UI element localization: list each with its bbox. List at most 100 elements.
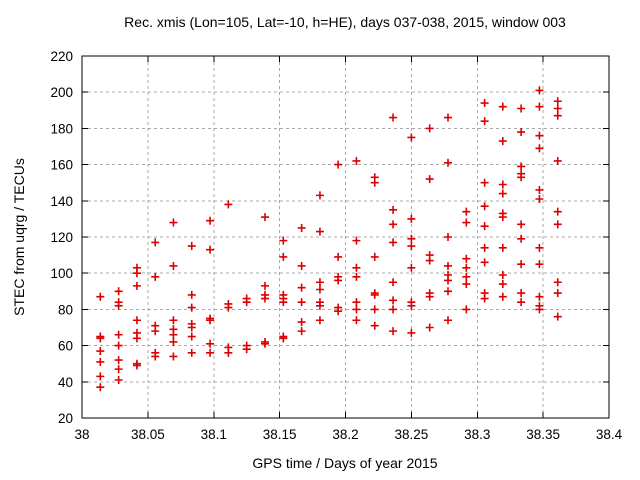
- data-point-marker: [462, 218, 471, 227]
- data-point-marker: [315, 301, 324, 310]
- y-tick-label: 40: [58, 375, 73, 390]
- data-point-marker: [462, 272, 471, 281]
- data-point-marker: [498, 271, 507, 280]
- data-point-marker: [334, 252, 343, 261]
- data-point-marker: [242, 298, 251, 307]
- data-point-marker: [480, 99, 489, 108]
- data-point-marker: [389, 296, 398, 305]
- data-point-marker: [242, 345, 251, 354]
- data-point-marker: [96, 292, 105, 301]
- data-point-marker: [517, 162, 526, 171]
- data-point-marker: [315, 278, 324, 287]
- data-point-marker: [370, 305, 379, 314]
- data-point-marker: [132, 281, 141, 290]
- data-point-marker: [480, 243, 489, 252]
- data-point-marker: [315, 191, 324, 200]
- data-point-marker: [480, 294, 489, 303]
- data-point-marker: [187, 290, 196, 299]
- data-point-marker: [498, 180, 507, 189]
- data-point-marker: [462, 305, 471, 314]
- data-point-marker: [553, 289, 562, 298]
- data-point-marker: [553, 278, 562, 287]
- plot-border: [81, 55, 610, 419]
- data-point-marker: [498, 292, 507, 301]
- data-point-marker: [389, 238, 398, 247]
- y-tick-label: 20: [58, 411, 73, 426]
- data-point-marker: [96, 347, 105, 356]
- data-point-marker: [498, 243, 507, 252]
- data-point-marker: [352, 298, 361, 307]
- data-point-marker: [389, 305, 398, 314]
- data-point-marker: [370, 290, 379, 299]
- data-point-marker: [553, 104, 562, 113]
- data-point-marker: [169, 261, 178, 270]
- y-axis-label: STEC from uqrg / TECUs: [11, 158, 27, 316]
- data-point-marker: [352, 156, 361, 165]
- data-point-marker: [517, 289, 526, 298]
- data-point-marker: [517, 260, 526, 269]
- data-point-marker: [206, 316, 215, 325]
- data-point-marker: [553, 207, 562, 216]
- data-point-marker: [187, 348, 196, 357]
- data-point-marker: [498, 137, 507, 146]
- data-point-marker: [389, 220, 398, 229]
- data-point-marker: [169, 330, 178, 339]
- data-point-marker: [535, 260, 544, 269]
- y-tick-label: 140: [50, 194, 73, 209]
- data-point-marker: [169, 316, 178, 325]
- data-point-marker: [535, 86, 544, 95]
- data-point-marker: [425, 124, 434, 133]
- data-point-marker: [151, 272, 160, 281]
- data-point-marker: [169, 352, 178, 361]
- data-point-marker: [407, 242, 416, 251]
- data-point-marker: [407, 214, 416, 223]
- data-point-marker: [389, 205, 398, 214]
- x-tick-label: 38.05: [131, 427, 165, 442]
- data-point-marker: [553, 111, 562, 120]
- data-point-marker: [407, 133, 416, 142]
- data-point-marker: [132, 316, 141, 325]
- data-point-marker: [444, 261, 453, 270]
- data-point-marker: [370, 252, 379, 261]
- data-point-marker: [480, 258, 489, 267]
- data-point-marker: [261, 294, 270, 303]
- data-point-marker: [352, 236, 361, 245]
- data-point-marker: [480, 178, 489, 187]
- data-point-marker: [334, 160, 343, 169]
- data-point-marker: [114, 356, 123, 365]
- data-point-marker: [114, 365, 123, 374]
- data-point-marker: [315, 285, 324, 294]
- data-point-marker: [279, 252, 288, 261]
- y-tick-label: 200: [50, 85, 73, 100]
- data-point-marker: [462, 263, 471, 272]
- data-point-marker: [462, 207, 471, 216]
- data-point-marker: [517, 298, 526, 307]
- data-point-marker: [425, 292, 434, 301]
- data-point-marker: [224, 348, 233, 357]
- data-point-marker: [352, 263, 361, 272]
- data-point-marker: [389, 278, 398, 287]
- data-point-marker: [535, 144, 544, 153]
- data-point-marker: [425, 323, 434, 332]
- data-point-marker: [498, 213, 507, 222]
- data-point-marker: [114, 375, 123, 384]
- data-point-marker: [462, 280, 471, 289]
- data-point-marker: [261, 213, 270, 222]
- data-point-marker: [389, 113, 398, 122]
- data-point-marker: [517, 104, 526, 113]
- data-point-marker: [151, 327, 160, 336]
- data-point-marker: [187, 332, 196, 341]
- data-point-marker: [553, 312, 562, 321]
- data-point-marker: [96, 357, 105, 366]
- data-point-marker: [187, 323, 196, 332]
- x-tick-label: 38.2: [332, 427, 358, 442]
- data-point-marker: [297, 318, 306, 327]
- data-point-marker: [297, 327, 306, 336]
- data-point-marker: [206, 216, 215, 225]
- data-point-marker: [261, 339, 270, 348]
- data-point-marker: [498, 280, 507, 289]
- y-tick-label: 180: [50, 121, 73, 136]
- data-point-marker: [480, 202, 489, 211]
- data-point-marker: [169, 218, 178, 227]
